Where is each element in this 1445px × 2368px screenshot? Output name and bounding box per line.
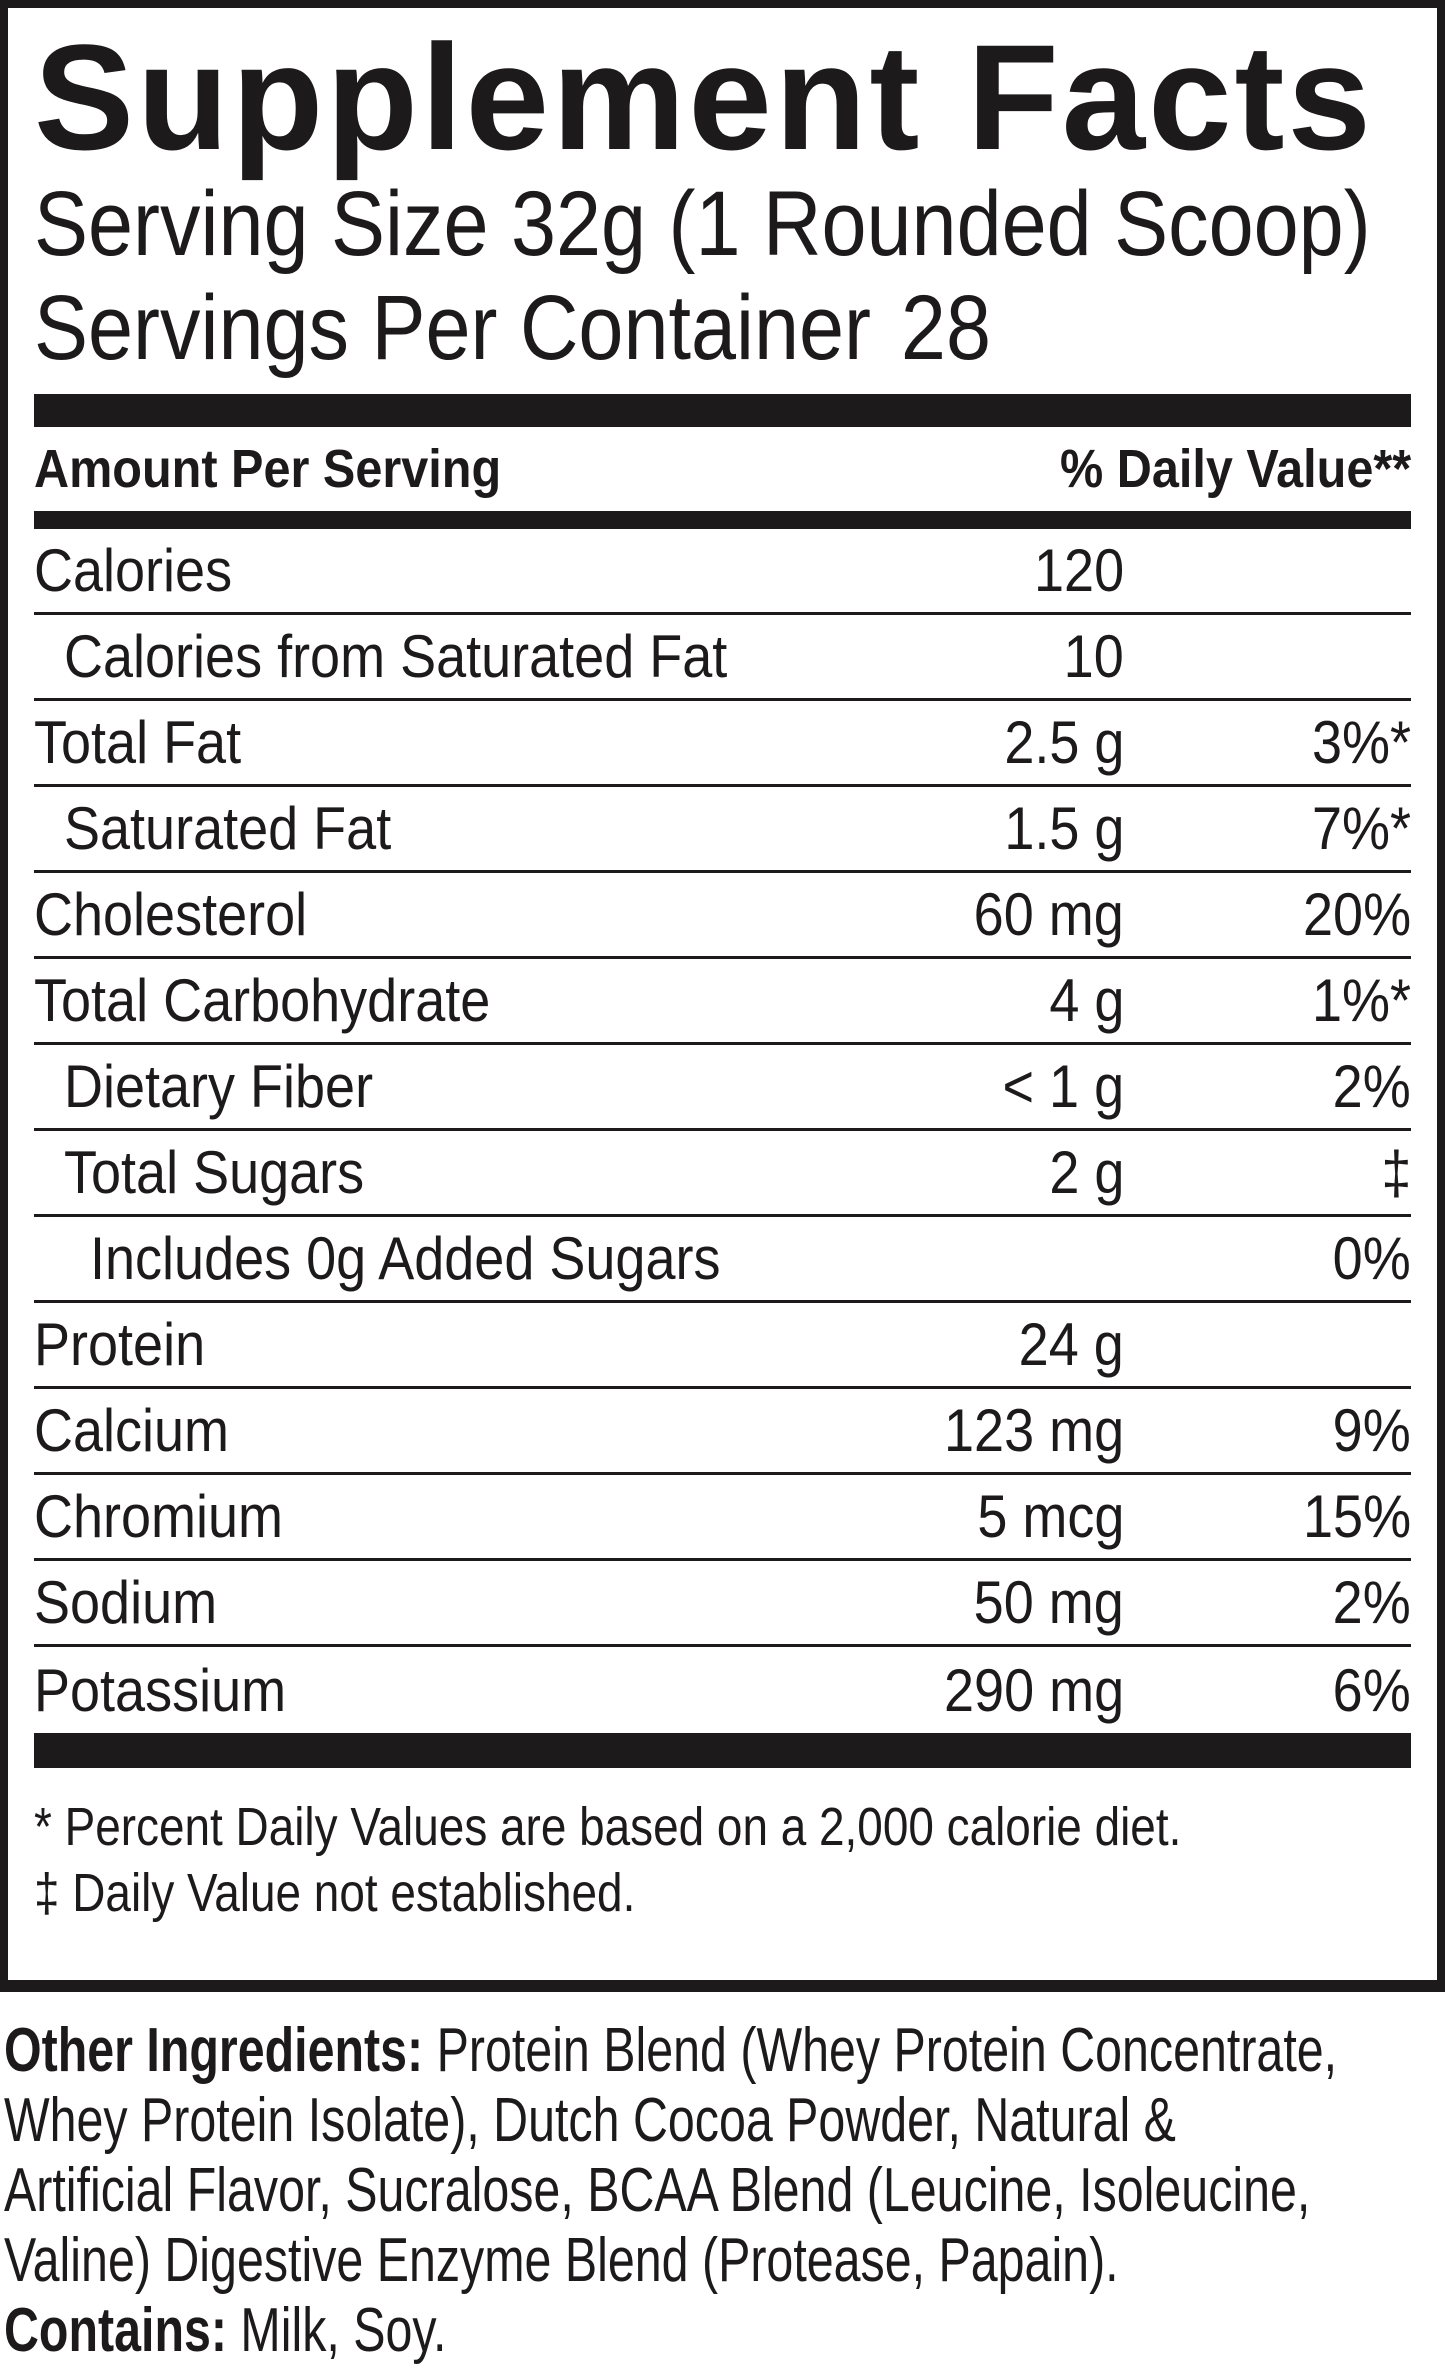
footnotes: * Percent Daily Values are based on a 2,… (34, 1794, 1411, 1926)
nutrient-dv: 9% (1332, 1397, 1411, 1464)
nutrient-amount: 290 mg (943, 1656, 1124, 1724)
nutrient-dv: 15% (1302, 1483, 1411, 1550)
contains-line: Contains: Milk, Soy. (4, 2296, 447, 2365)
table-row-chromium: Chromium 5 mcg 15% (34, 1475, 1411, 1561)
nutrient-dv: 20% (1302, 881, 1411, 948)
nutrient-amount: 123 mg (943, 1397, 1124, 1464)
nutrient-dv: ‡ (1380, 1139, 1411, 1206)
nutrient-amount: 50 mg (973, 1569, 1124, 1636)
table-row-saturated-fat: Saturated Fat 1.5 g 7%* (34, 787, 1411, 873)
servings-per-container-label: Servings Per Container (34, 277, 872, 379)
nutrient-dv: 2% (1332, 1569, 1411, 1636)
nutrient-label: Calcium (34, 1397, 230, 1464)
nutrient-amount: 5 mcg (976, 1483, 1124, 1550)
table-header-row: Amount Per Serving % Daily Value** (34, 427, 1411, 511)
nutrient-amount: 60 mg (973, 881, 1124, 948)
serving-size-line: Serving Size 32g (1 Rounded Scoop) (34, 172, 1411, 276)
nutrient-amount: 10 (1063, 623, 1124, 690)
servings-per-container-line: Servings Per Container 28 (34, 276, 1411, 380)
nutrient-amount: 1.5 g (1003, 795, 1124, 862)
other-ingredients-label: Other Ingredients: (4, 2016, 424, 2085)
table-row-total-fat: Total Fat 2.5 g 3%* (34, 701, 1411, 787)
nutrient-label: Potassium (34, 1656, 287, 1724)
table-row-added-sugars: Includes 0g Added Sugars 0% (34, 1217, 1411, 1303)
nutrient-dv: 1%* (1311, 967, 1411, 1034)
nutrient-label: Saturated Fat (64, 795, 392, 862)
table-row-dietary-fiber: Dietary Fiber < 1 g 2% (34, 1045, 1411, 1131)
nutrient-label: Total Sugars (64, 1139, 365, 1206)
nutrient-dv: 2% (1332, 1053, 1411, 1120)
table-row-calories-from-saturated-fat: Calories from Saturated Fat 10 (34, 615, 1411, 701)
thick-rule-top (34, 394, 1411, 427)
nutrient-label: Chromium (34, 1483, 284, 1550)
nutrient-label: Dietary Fiber (64, 1053, 374, 1120)
table-row-cholesterol: Cholesterol 60 mg 20% (34, 873, 1411, 959)
nutrient-amount: < 1 g (1002, 1053, 1124, 1120)
table-row-sodium: Sodium 50 mg 2% (34, 1561, 1411, 1647)
serving-size-text: Serving Size 32g (1 Rounded Scoop) (34, 173, 1371, 275)
table-row-total-sugars: Total Sugars 2 g ‡ (34, 1131, 1411, 1217)
nutrient-label: Calories from Saturated Fat (64, 623, 728, 690)
daily-value-heading: % Daily Value** (1059, 439, 1411, 499)
thick-rule-header (34, 511, 1411, 529)
nutrient-label: Sodium (34, 1569, 218, 1636)
nutrient-label: Protein (34, 1311, 206, 1378)
footnote-percent-daily-values: * Percent Daily Values are based on a 2,… (34, 1797, 1182, 1857)
nutrient-dv: 7%* (1311, 795, 1411, 862)
nutrient-amount: 4 g (1048, 967, 1124, 1034)
table-row-potassium: Potassium 290 mg 6% (34, 1647, 1411, 1733)
contains-label: Contains: (4, 2296, 227, 2365)
nutrient-label: Calories (34, 537, 233, 604)
thick-rule-bottom (34, 1733, 1411, 1768)
nutrient-table: Calories 120 Calories from Saturated Fat… (34, 529, 1411, 1733)
nutrient-label: Cholesterol (34, 881, 308, 948)
supplement-facts-panel: Supplement Facts Serving Size 32g (1 Rou… (0, 0, 1445, 1992)
nutrient-amount: 2.5 g (1003, 709, 1124, 776)
nutrient-amount: 2 g (1048, 1139, 1124, 1206)
table-row-calcium: Calcium 123 mg 9% (34, 1389, 1411, 1475)
table-row-protein: Protein 24 g (34, 1303, 1411, 1389)
footnote-daily-value-not-established: ‡ Daily Value not established. (34, 1863, 636, 1923)
servings-per-container-value: 28 (900, 277, 991, 379)
ingredients-line: Artificial Flavor, Sucralose, BCAA Blend… (4, 2156, 1311, 2225)
ingredients-line: Other Ingredients: Protein Blend (Whey P… (4, 2016, 1338, 2085)
nutrient-dv: 6% (1332, 1656, 1411, 1724)
table-row-total-carbohydrate: Total Carbohydrate 4 g 1%* (34, 959, 1411, 1045)
ingredients-line: Valine) Digestive Enzyme Blend (Protease… (4, 2226, 1119, 2295)
nutrient-amount: 120 (1033, 537, 1124, 604)
ingredients-line: Whey Protein Isolate), Dutch Cocoa Powde… (4, 2086, 1176, 2155)
amount-per-serving-heading: Amount Per Serving (34, 439, 502, 499)
nutrient-label: Total Fat (34, 709, 242, 776)
nutrient-dv: 0% (1332, 1225, 1411, 1292)
table-row-calories: Calories 120 (34, 529, 1411, 615)
nutrient-label: Total Carbohydrate (34, 967, 491, 1034)
nutrient-dv: 3%* (1311, 709, 1411, 776)
nutrient-label: Includes 0g Added Sugars (90, 1225, 721, 1292)
other-ingredients-section: Other Ingredients: Protein Blend (Whey P… (4, 2016, 1444, 2366)
nutrient-amount: 24 g (1018, 1311, 1124, 1378)
panel-title: Supplement Facts (34, 13, 1374, 181)
